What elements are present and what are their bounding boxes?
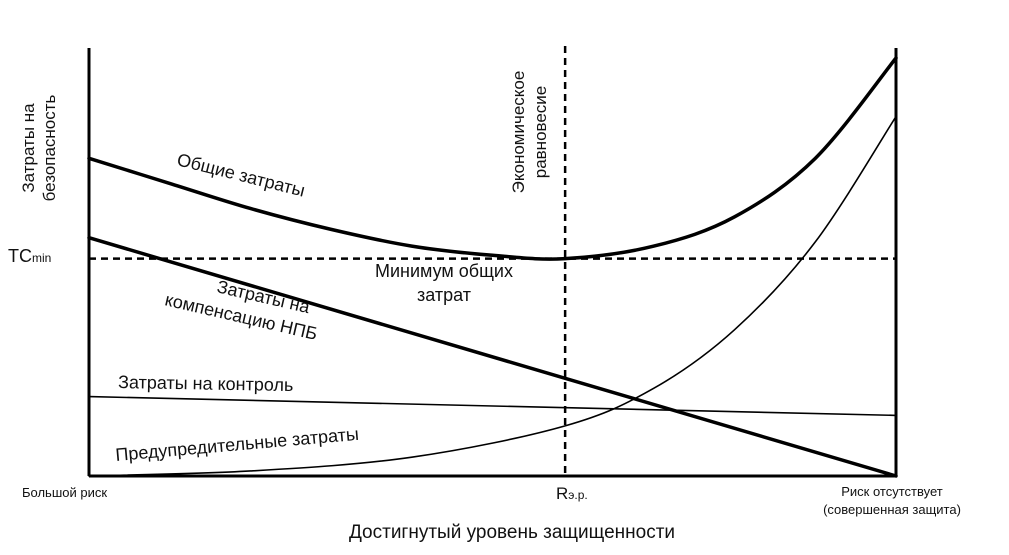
series-line-compensation-costs [87, 235, 898, 478]
minimum-label-line2: затрат [417, 285, 471, 305]
y-axis-label-line1: Затраты на [19, 103, 38, 193]
x-tick-label-equilibrium: Rэ.р. [556, 484, 588, 503]
equilibrium-label-line2: равновесие [531, 86, 550, 179]
y-tick-label-tcmin: TCmin [8, 246, 51, 266]
series-line-preventive-costs [88, 115, 897, 477]
equilibrium-label-line1: Экономическое [509, 71, 528, 194]
series-label-preventive-costs: Предупредительные затраты [115, 424, 360, 465]
series-line-total-costs [87, 56, 898, 261]
x-tick-label-no-risk-line2: (совершенная защита) [823, 502, 961, 517]
series-label-control-costs: Затраты на контроль [118, 372, 294, 395]
y-axis-label-line2: безопасность [40, 94, 59, 201]
x-tick-label-high-risk: Большой риск [22, 485, 107, 500]
x-axis-label: Достигнутый уровень защищенности [349, 522, 675, 543]
minimum-label-line1: Минимум общих [375, 261, 513, 281]
series-line-control-costs [88, 395, 897, 417]
x-tick-label-no-risk-line1: Риск отсутствует [841, 484, 943, 499]
series-layer [87, 56, 898, 478]
